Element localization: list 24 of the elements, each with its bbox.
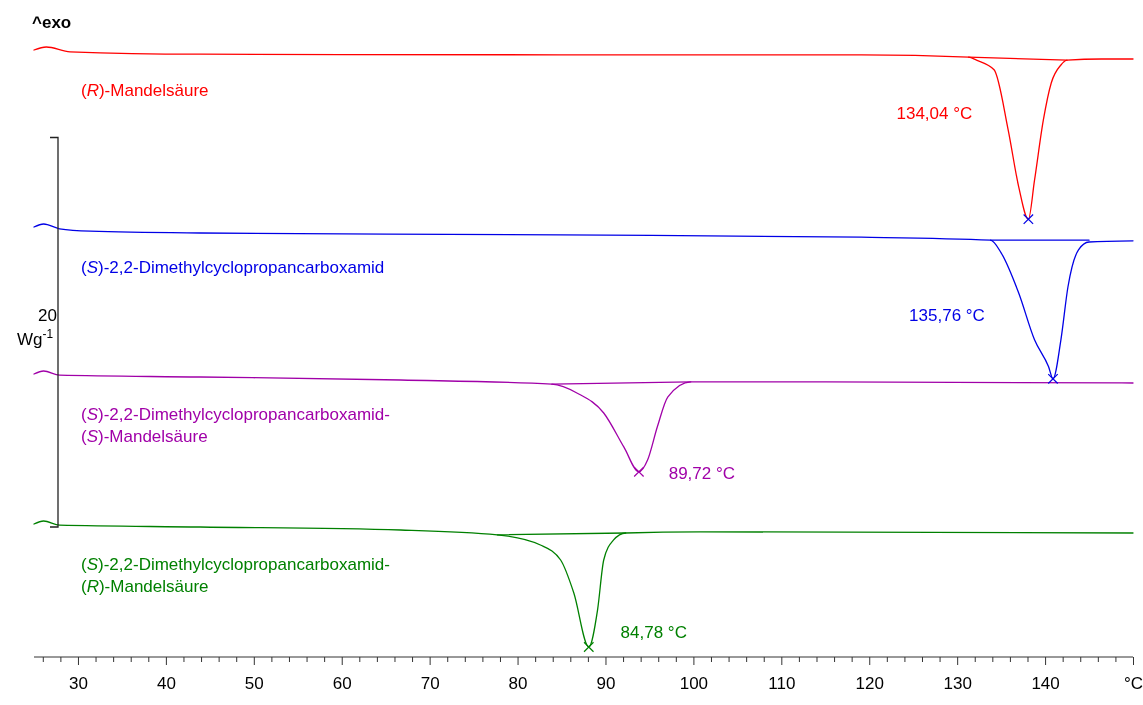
x-tick-label: 50 [244, 674, 264, 694]
x-tick-label: 120 [855, 674, 884, 694]
annotation: 84,78 °C [620, 622, 687, 642]
annotation: Wg$^{-1}$ [16, 327, 54, 349]
text: ^exo [32, 13, 72, 32]
annotation: 135,76 °C [909, 305, 985, 325]
x-tick-label: 130 [943, 674, 972, 694]
x-tick-label: 140 [1031, 674, 1060, 694]
series-label: (S)-2,2-Dimethylcyclopropancarboxamid- (R)-Mandelsäure [81, 555, 390, 596]
annotation: 20 [38, 306, 57, 325]
x-tick-label: 80 [508, 674, 528, 694]
annotation: 89,72 °C [668, 463, 736, 483]
series-label: (R)-Mandelsäure [81, 81, 209, 100]
x-tick-label: 110 [768, 674, 796, 694]
series-label: (S)-2,2-Dimethylcyclopropancarboxamid- (S)-Mandelsäure [81, 405, 390, 446]
series-label: (S)-2,2-Dimethylcyclopropancarboxamid [81, 258, 385, 277]
x-tick-label: 100 [679, 674, 709, 694]
x-tick-label: 30 [69, 674, 88, 694]
x-tick-label: 40 [156, 674, 176, 694]
x-tick-label: °C [1123, 674, 1143, 694]
x-tick-label: 60 [332, 674, 352, 694]
x-tick-label: 90 [596, 674, 616, 694]
x-tick-label: 70 [420, 674, 440, 694]
annotation: 134,04 °C [896, 104, 973, 124]
